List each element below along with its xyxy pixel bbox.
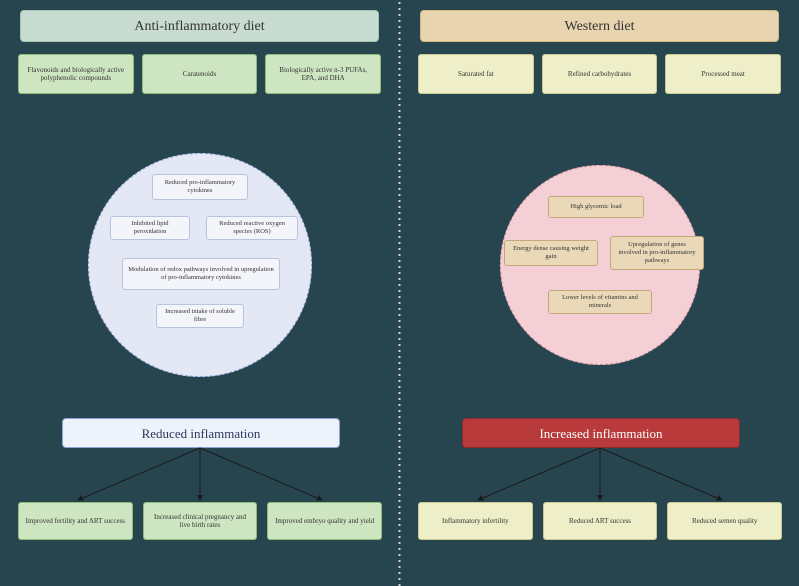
outcome-box: Improved fertility and ART success (18, 502, 133, 540)
right-outcomes-row: Inflammatory infertility Reduced ART succ… (418, 502, 782, 540)
component-box: Processed meat (665, 54, 781, 94)
outcome-box: Reduced semen quality (667, 502, 782, 540)
mechanism-box: Upregulation of genes involved in pro-in… (610, 236, 704, 270)
mechanism-box: Reduced pro-inflammatory cytokines (152, 174, 248, 200)
outcome-box: Reduced ART success (543, 502, 658, 540)
left-outcomes-row: Improved fertility and ART success Increa… (18, 502, 382, 540)
mechanism-box: Inhibited lipid peroxidation (110, 216, 190, 240)
right-panel: Western diet Saturated fatRefined carboh… (400, 0, 799, 586)
component-box: Biologically active n-3 PUFAs, EPA, and … (265, 54, 381, 94)
mechanism-box: Reduced reactive oxygen species (ROS) (206, 216, 298, 240)
western-diet-header: Western diet (420, 10, 779, 42)
mechanism-box: High glycemic load (548, 196, 644, 218)
center-divider (398, 0, 401, 586)
mechanism-box: Modulation of redox pathways involved in… (122, 258, 280, 290)
component-box: Refined carbohydrates (542, 54, 658, 94)
component-box: Saturated fat (418, 54, 534, 94)
mechanism-box: Increased intake of soluble fibre (156, 304, 244, 328)
left-panel: Anti-inflammatory diet Flavonoids and bi… (0, 0, 399, 586)
right-components-row: Saturated fatRefined carbohydratesProces… (418, 54, 781, 94)
outcome-box: Increased clinical pregnancy and live bi… (143, 502, 258, 540)
increased-inflammation-box: Increased inflammation (462, 418, 740, 448)
left-components-row: Flavonoids and biologically active polyp… (18, 54, 381, 94)
anti-inflammatory-header: Anti-inflammatory diet (20, 10, 379, 42)
component-box: Caratenoids (142, 54, 258, 94)
outcome-box: Improved embryo quality and yield (267, 502, 382, 540)
component-box: Flavonoids and biologically active polyp… (18, 54, 134, 94)
outcome-box: Inflammatory infertility (418, 502, 533, 540)
mechanism-box: Lower levels of vitamins and minerals (548, 290, 652, 314)
reduced-inflammation-box: Reduced inflammation (62, 418, 340, 448)
mechanism-box: Energy dense causing weight gain (504, 240, 598, 266)
